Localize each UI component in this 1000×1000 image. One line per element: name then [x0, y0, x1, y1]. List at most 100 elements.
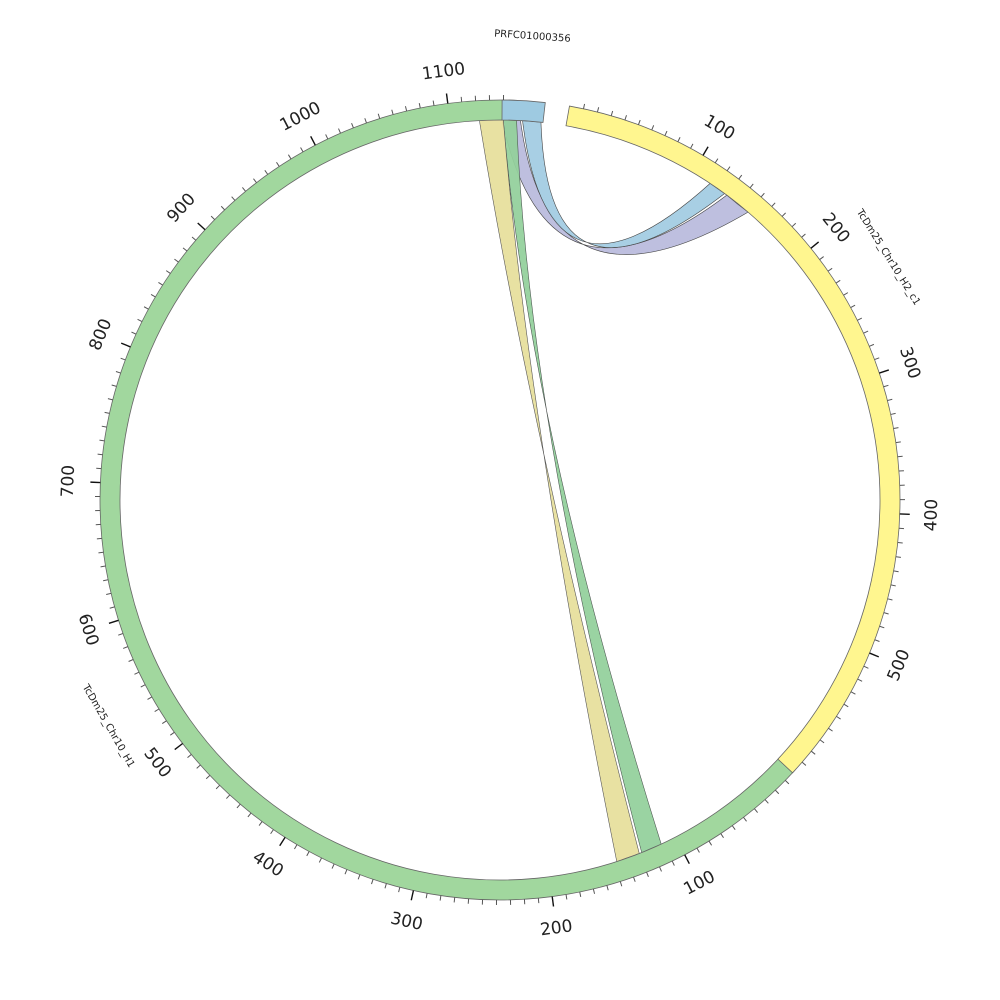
minor-tick: [791, 222, 797, 228]
major-tick: [879, 369, 890, 374]
minor-tick: [134, 671, 140, 675]
minor-tick: [890, 412, 896, 415]
major-tick: [410, 890, 415, 901]
segment-label-h2: TcDm25_Chr10_H2_c1: [853, 207, 922, 308]
ideogram-layer: [99, 99, 901, 901]
tick-label: 300: [388, 908, 424, 935]
tick-label: 700: [58, 465, 79, 498]
minor-tick: [819, 739, 825, 744]
minor-tick: [596, 107, 600, 113]
minor-tick: [191, 236, 197, 241]
minor-tick: [99, 439, 105, 442]
minor-tick: [764, 799, 769, 804]
minor-tick: [270, 829, 274, 835]
minor-tick: [696, 847, 700, 853]
minor-tick: [836, 715, 841, 720]
minor-tick: [671, 860, 675, 866]
minor-tick: [738, 174, 743, 180]
minor-tick: [122, 646, 129, 649]
tick-label: 500: [884, 647, 915, 685]
minor-tick: [664, 130, 668, 136]
minor-tick: [708, 840, 713, 846]
minor-tick: [165, 270, 171, 274]
tick-label: 300: [895, 344, 924, 381]
minor-tick: [100, 565, 106, 568]
link-overlap: [503, 120, 662, 853]
minor-tick: [357, 874, 361, 880]
major-tick: [445, 93, 449, 104]
minor-tick: [147, 696, 153, 700]
minor-tick: [565, 894, 568, 900]
tick-label: 100: [700, 111, 738, 145]
minor-tick: [187, 754, 192, 758]
minor-tick: [169, 731, 175, 736]
minor-tick: [439, 895, 442, 901]
minor-tick: [828, 727, 833, 732]
minor-tick: [306, 851, 310, 857]
major-tick: [310, 136, 316, 146]
minor-tick: [583, 103, 586, 109]
minor-tick: [236, 803, 241, 809]
tick-label: 400: [921, 499, 942, 532]
minor-tick: [107, 398, 113, 401]
minor-tick: [398, 887, 401, 893]
minor-tick: [231, 196, 236, 201]
minor-tick: [606, 885, 609, 891]
minor-tick: [857, 317, 863, 321]
minor-tick: [890, 584, 896, 587]
minor-tick: [258, 821, 263, 826]
minor-tick: [887, 598, 893, 601]
minor-tick: [205, 774, 211, 780]
minor-tick: [150, 294, 156, 298]
minor-tick: [128, 659, 134, 662]
link-overlap: [479, 120, 640, 862]
minor-tick: [659, 866, 662, 872]
tick-label: 900: [163, 189, 200, 226]
minor-tick: [158, 281, 163, 286]
minor-tick: [318, 857, 322, 863]
minor-tick: [835, 279, 841, 284]
minor-tick: [714, 158, 719, 164]
minor-tick: [215, 784, 220, 790]
major-tick: [197, 222, 206, 231]
minor-tick: [300, 147, 304, 153]
minor-tick: [453, 897, 456, 903]
minor-tick: [120, 357, 126, 361]
minor-tick: [242, 187, 246, 192]
major-tick: [174, 742, 184, 751]
ideogram-prfc: [501, 99, 546, 123]
minor-tick: [143, 306, 149, 310]
ideogram-h2: [565, 105, 901, 774]
minor-tick: [425, 893, 428, 899]
minor-tick: [819, 256, 824, 260]
tick-label: 600: [74, 611, 103, 648]
minor-tick: [690, 143, 694, 149]
minor-tick: [384, 883, 387, 889]
minor-tick: [637, 119, 641, 125]
major-tick: [120, 342, 131, 348]
minor-tick: [418, 103, 421, 109]
major-tick: [551, 896, 555, 907]
link-ribbon: [502, 119, 662, 854]
minor-tick: [101, 425, 107, 428]
minor-tick: [883, 612, 889, 615]
minor-tick: [131, 331, 137, 335]
minor-tick: [850, 304, 856, 309]
minor-tick: [624, 115, 627, 121]
major-tick: [810, 241, 820, 249]
minor-tick: [893, 570, 899, 573]
minor-tick: [98, 551, 104, 554]
minor-tick: [781, 212, 786, 217]
minor-tick: [226, 794, 231, 799]
major-tick: [702, 146, 709, 156]
minor-tick: [104, 411, 110, 414]
minor-tick: [287, 154, 292, 160]
major-tick: [684, 854, 690, 864]
minor-tick: [726, 166, 731, 172]
minor-tick: [391, 109, 394, 115]
minor-tick: [857, 678, 863, 682]
minor-tick: [774, 789, 780, 795]
minor-tick: [154, 708, 160, 713]
minor-tick: [895, 556, 901, 558]
minor-tick: [174, 258, 179, 263]
